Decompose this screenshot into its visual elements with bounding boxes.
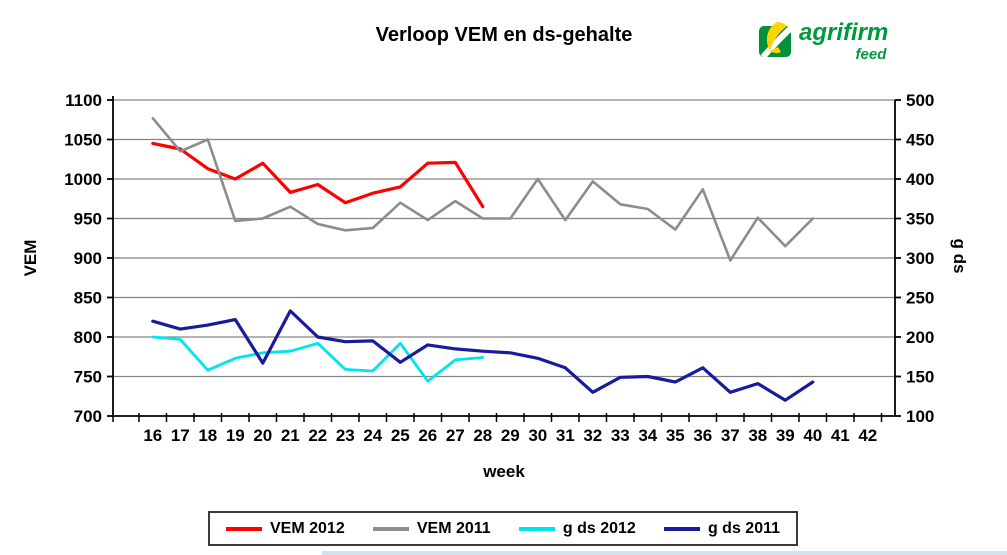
left-axis-title: VEM [21,239,40,277]
legend-label: g ds 2012 [562,519,636,537]
left-tick-label: 1100 [65,91,102,110]
legend-swatch-vem-2011 [372,526,409,531]
legend-item: g ds 2012 [518,519,636,538]
x-tick-label: 26 [418,426,437,445]
right-tick-label: 100 [906,407,934,426]
left-tick-label: 1000 [64,170,102,189]
legend-item: VEM 2012 [226,520,345,538]
x-tick-label: 40 [803,426,822,445]
x-tick-label: 27 [446,426,465,445]
x-tick-label: 20 [253,426,272,445]
left-tick-label: 750 [74,368,102,387]
series-line-g-ds-2011 [151,309,815,402]
legend-swatch-gds-2012 [518,526,555,531]
left-tick-label: 850 [74,289,102,308]
logo-subtitle: feed [855,46,887,63]
right-tick-label: 350 [906,210,934,229]
legend-item: VEM 2011 [372,519,491,538]
left-tick-label: 800 [74,328,102,347]
x-tick-label: 29 [501,426,520,445]
x-tick-label: 17 [171,426,190,445]
left-tick-label: 700 [74,407,102,426]
x-tick-label: 22 [308,426,327,445]
x-tick-label: 31 [556,426,575,445]
legend: VEM 2012 VEM 2011 g ds 2012 g ds 2011 [208,511,798,546]
legend-label: VEM 2012 [270,519,345,537]
x-tick-label: 37 [721,426,740,445]
x-tick-label: 16 [143,426,162,445]
right-axis-title: g ds [950,238,969,274]
right-tick-label: 300 [906,249,934,268]
x-tick-label: 30 [528,426,547,445]
x-tick-label: 24 [363,426,382,445]
legend-swatch-vem-2012 [226,526,262,531]
right-tick-label: 200 [906,328,934,347]
x-tick-label: 33 [611,426,630,445]
logo-yellow-swoosh [766,22,787,51]
logo-white-sweep [760,25,794,59]
x-tick-label: 35 [666,426,685,445]
x-tick-label: 19 [226,426,245,445]
chart-title: Verloop VEM en ds-gehalte [375,24,633,46]
x-tick-label: 41 [831,426,850,445]
agrifirm-logo: agrifirm feed [758,21,888,62]
series-line-vem-2012 [151,141,485,209]
x-axis-title: week [483,462,525,481]
right-tick-label: 400 [906,170,934,189]
legend-label: VEM 2011 [416,519,491,537]
x-tick-label: 32 [583,426,602,445]
legend-item: g ds 2011 [663,519,780,538]
x-tick-label: 42 [858,426,877,445]
logo-yellow-tail [770,47,781,54]
legend-label: g ds 2011 [707,519,780,537]
right-tick-label: 150 [906,368,934,387]
right-tick-label: 500 [906,91,934,110]
x-tick-label: 36 [693,426,712,445]
x-tick-label: 18 [198,426,217,445]
x-tick-label: 25 [391,426,410,445]
x-tick-label: 28 [473,426,492,445]
x-tick-label: 38 [748,426,767,445]
bottom-strip [322,551,1007,555]
x-tick-label: 23 [336,426,355,445]
left-tick-label: 1050 [64,131,102,150]
logo-text: agrifirm feed [799,19,889,63]
x-tick-label: 34 [638,426,657,445]
agrifirm-logo-icon [758,21,794,59]
left-tick-label: 950 [74,210,102,229]
left-tick-label: 900 [74,249,102,268]
series-line-g-ds-2012 [151,335,485,383]
series-line-vem-2011 [151,116,815,262]
right-tick-label: 250 [906,289,934,308]
logo-name: agrifirm [799,19,889,46]
x-tick-label: 21 [281,426,300,445]
right-tick-label: 450 [906,131,934,150]
legend-swatch-gds-2011 [663,526,700,531]
x-tick-label: 39 [776,426,795,445]
